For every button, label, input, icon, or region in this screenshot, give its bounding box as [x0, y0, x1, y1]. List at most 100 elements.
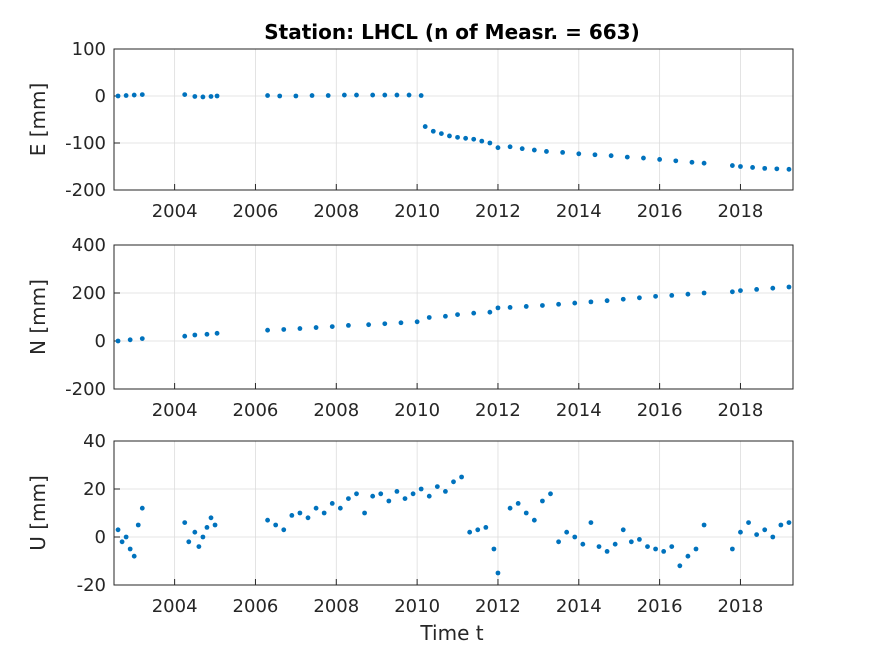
data-point-N	[214, 330, 220, 336]
panel-U-axes	[113, 440, 794, 586]
data-point-U	[693, 546, 699, 552]
data-point-U	[208, 515, 214, 521]
data-point-U	[196, 544, 202, 549]
data-point-U	[321, 510, 327, 516]
data-point-N	[572, 300, 578, 306]
data-point-N	[281, 327, 287, 332]
panel-E-frame	[113, 48, 794, 191]
data-point-U	[645, 544, 650, 549]
y-tick-label: -20	[77, 575, 106, 596]
data-point-U	[119, 539, 125, 545]
data-point-N	[604, 298, 610, 304]
data-point-E	[115, 93, 121, 99]
data-point-U	[661, 549, 667, 554]
data-point-U	[127, 546, 133, 552]
data-point-U	[212, 522, 218, 528]
data-point-U	[770, 534, 776, 540]
data-point-U	[564, 529, 570, 535]
data-point-E	[608, 153, 614, 159]
x-tick-label: 2010	[394, 400, 440, 421]
data-point-U	[459, 474, 464, 480]
data-point-U	[495, 570, 501, 576]
x-tick-label: 2004	[152, 596, 198, 617]
data-point-N	[426, 315, 432, 320]
x-tick-label: 2012	[475, 201, 521, 222]
data-point-E	[200, 94, 206, 100]
data-point-U	[410, 491, 416, 497]
panel-E-axes	[113, 48, 794, 191]
data-point-N	[637, 295, 642, 301]
data-point-E	[341, 92, 347, 98]
data-point-U	[426, 493, 432, 499]
data-point-N	[507, 305, 513, 310]
panel-N: 2004 2006 2008 2010 2012 2014 2016 2018 -200 0 200…	[26, 235, 794, 421]
data-point-N	[685, 291, 691, 297]
data-point-U	[418, 486, 424, 492]
data-point-U	[289, 513, 295, 518]
y-tick-label: 400	[72, 235, 106, 256]
data-point-E	[701, 160, 707, 166]
data-point-U	[354, 491, 359, 497]
data-point-E	[325, 93, 331, 98]
y-tick-label: -100	[65, 133, 106, 154]
data-point-U	[596, 544, 602, 549]
y-axis-label-E: E [mm]	[26, 83, 50, 157]
data-point-E	[487, 140, 493, 146]
x-tick-label: 2004	[152, 201, 198, 222]
data-point-E	[406, 92, 412, 98]
data-point-E	[479, 138, 485, 144]
x-tick-label: 2014	[556, 596, 602, 617]
data-point-U	[200, 534, 206, 540]
data-point-N	[487, 309, 493, 315]
data-point-E	[560, 150, 566, 155]
data-point-N	[443, 313, 448, 319]
x-tick-label: 2018	[718, 596, 764, 617]
data-point-U	[612, 541, 618, 547]
data-point-E	[214, 93, 220, 99]
data-point-U	[192, 529, 198, 535]
data-point-U	[653, 546, 658, 552]
data-point-E	[762, 165, 768, 171]
data-point-U	[540, 498, 545, 504]
data-point-N	[471, 310, 477, 316]
panel-U: 2004 2006 2008 2010 2012 2014 2016 2018 -20 0 20 40…	[26, 431, 794, 617]
data-point-E	[750, 165, 755, 170]
data-point-U	[762, 527, 768, 533]
x-tick-label: 2016	[637, 596, 683, 617]
x-tick-label: 2014	[556, 201, 602, 222]
data-point-N	[556, 301, 561, 307]
data-point-E	[592, 152, 598, 158]
data-point-N	[729, 289, 735, 295]
data-point-E	[463, 135, 469, 141]
data-point-U	[378, 491, 384, 497]
data-point-U	[123, 534, 129, 540]
data-point-E	[394, 92, 400, 98]
data-point-U	[329, 501, 335, 506]
data-point-E	[576, 151, 582, 157]
data-point-E	[139, 92, 145, 97]
data-point-E	[438, 131, 444, 137]
data-point-U	[491, 546, 497, 552]
data-point-N	[329, 324, 335, 329]
data-point-U	[443, 489, 448, 494]
panel-N-axes	[113, 244, 794, 390]
y-tick-label: 100	[72, 39, 106, 60]
data-point-N	[366, 322, 372, 328]
data-point-U	[337, 505, 343, 511]
y-tick-label: 20	[83, 479, 106, 500]
data-point-U	[515, 501, 521, 506]
y-tick-label: 200	[72, 283, 106, 304]
x-tick-label: 2010	[394, 596, 440, 617]
x-axis-label: Time t	[419, 621, 483, 645]
data-point-N	[588, 299, 594, 305]
data-point-U	[281, 527, 287, 533]
data-point-E	[519, 146, 525, 152]
data-point-E	[738, 164, 743, 169]
data-point-E	[531, 147, 537, 153]
data-point-U	[386, 498, 392, 504]
data-point-E	[309, 93, 315, 98]
data-point-U	[548, 491, 553, 497]
data-point-E	[455, 134, 460, 140]
data-point-U	[588, 520, 594, 525]
